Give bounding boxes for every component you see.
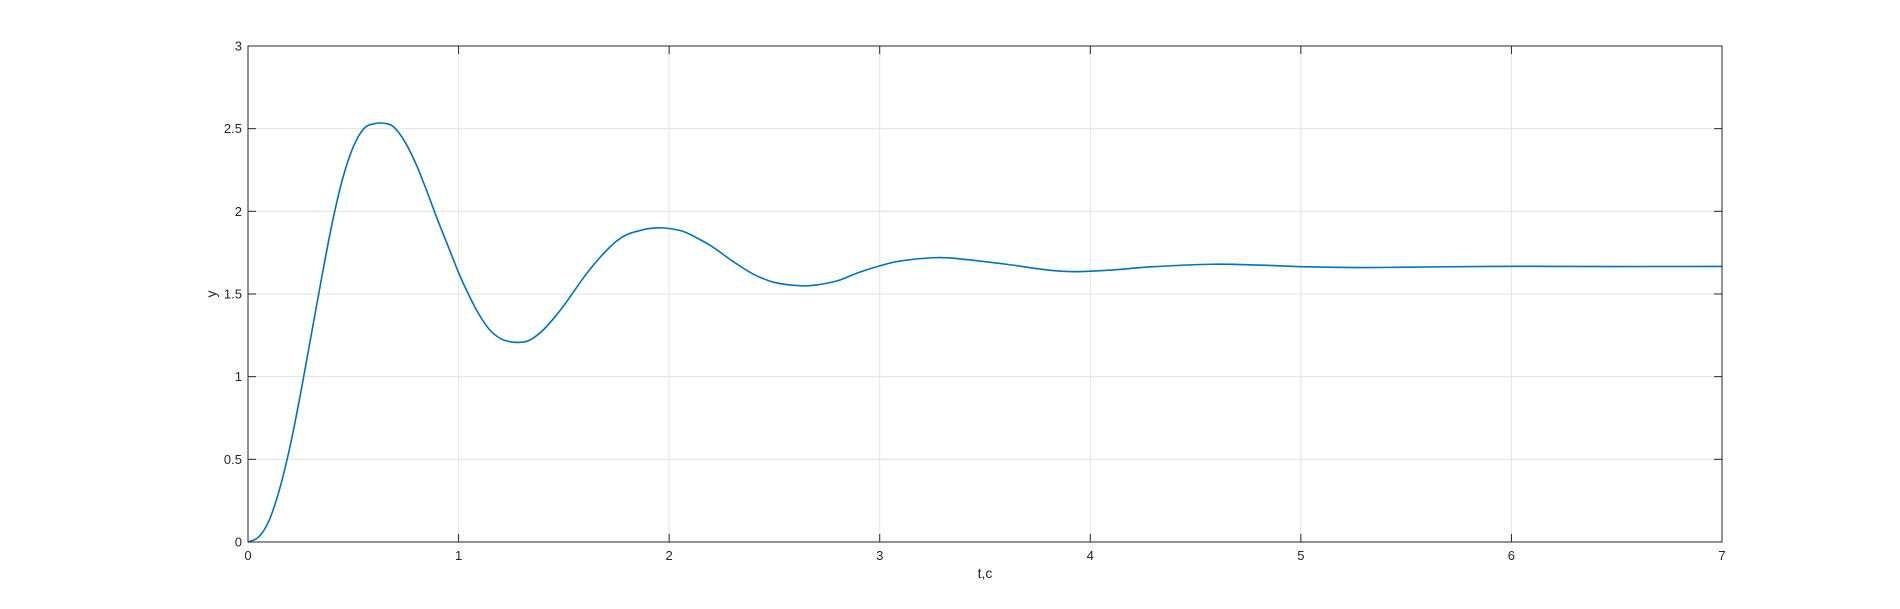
tick-labels: 0 1 2 3 4 5 6 7 0 0.5 1 1.5 2 2.5 3: [224, 39, 1726, 564]
grid-lines: [248, 46, 1722, 542]
plot-frame: [247, 45, 1723, 543]
series-line: [247, 122, 1723, 543]
x-tick-label: 2: [666, 548, 673, 563]
y-tick-label: 2: [235, 204, 242, 219]
x-tick-label: 5: [1297, 548, 1304, 563]
x-tick-label: 3: [876, 548, 883, 563]
y-tick-label: 1.5: [224, 287, 242, 302]
x-tick-label: 1: [455, 548, 462, 563]
y-tick-label: 0: [235, 535, 242, 550]
y-tick-label: 0.5: [224, 452, 242, 467]
x-axis-label: t,c: [978, 565, 993, 581]
y-tick-label: 1: [235, 369, 242, 384]
x-tick-label: 0: [244, 548, 251, 563]
y-tick-label: 3: [235, 39, 242, 54]
y-tick-label: 2.5: [224, 121, 242, 136]
x-tick-label: 6: [1508, 548, 1515, 563]
x-tick-label: 7: [1718, 548, 1725, 563]
x-tick-label: 4: [1087, 548, 1094, 563]
y-axis-label: y: [203, 291, 219, 298]
